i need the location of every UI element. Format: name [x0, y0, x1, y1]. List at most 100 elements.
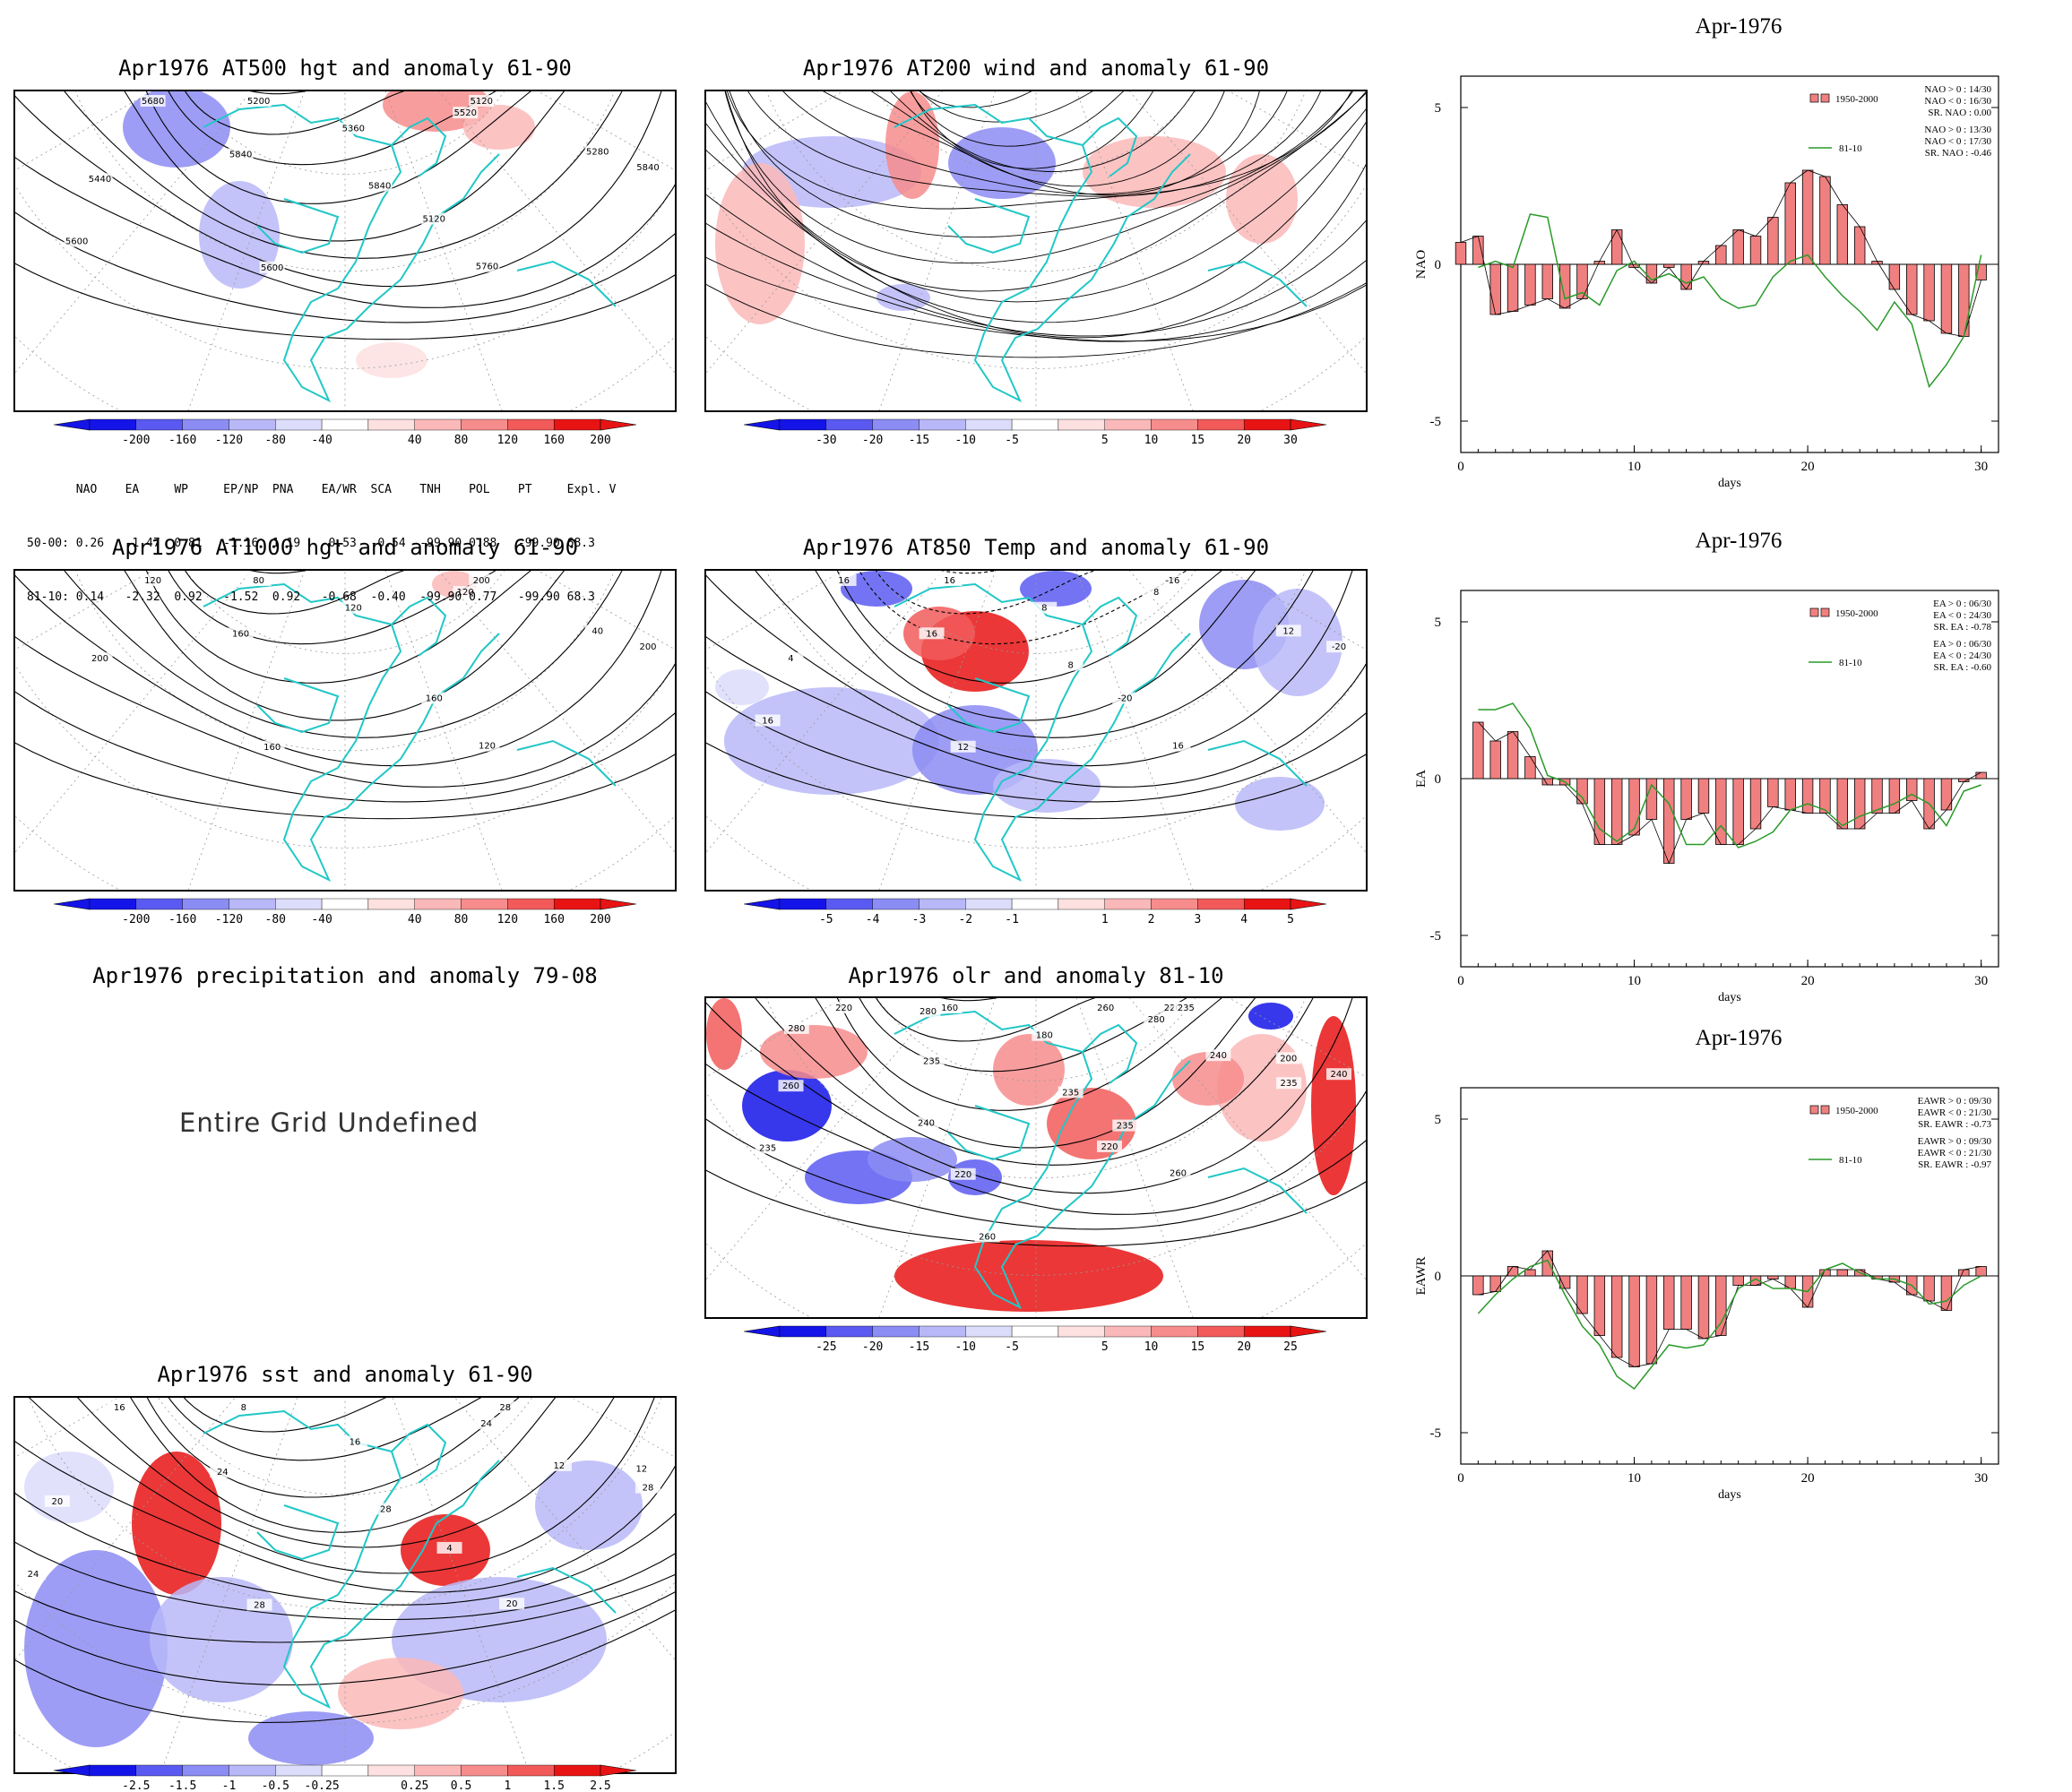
contour-label: 5760 — [476, 263, 498, 272]
contour-line — [15, 691, 675, 803]
colorbar-right-arrow — [1290, 1325, 1326, 1338]
contour-line — [706, 691, 1366, 803]
colorbar-left-arrow — [744, 418, 781, 431]
longitude-line — [187, 571, 306, 890]
bar — [1975, 1266, 1987, 1277]
colorbar-swatch — [321, 1764, 369, 1777]
contour-label: 235 — [759, 1143, 776, 1153]
contour-line — [183, 1398, 387, 1433]
x-tick-label: 0 — [1457, 1471, 1464, 1486]
contour-label-bg — [1058, 1086, 1083, 1098]
contour-label-bg — [1058, 659, 1083, 671]
contour-label: 28 — [254, 1601, 265, 1611]
contour-line — [124, 571, 565, 721]
contour-label-bg — [1144, 1013, 1170, 1026]
map-title-wind200: Apr1976 AT200 wind and anomaly 61-90 — [802, 56, 1270, 81]
contour-label-bg — [831, 574, 857, 586]
legend-bar-stat: SR. EA : -0.78 — [1934, 622, 1992, 633]
contour-label-bg — [492, 1401, 518, 1413]
contour-label-bg — [499, 1598, 525, 1610]
colorbar-swatch — [553, 418, 601, 431]
colorbar-swatch — [965, 418, 1013, 431]
contour-line — [755, 571, 1314, 738]
colorbar-tick-label: -80 — [265, 434, 286, 446]
contour-label: 4 — [788, 654, 793, 664]
colorbar-hgt500: -200 -160 -120 -80 -40 40 80 120 160 200 — [54, 418, 636, 446]
anomaly-shading — [1172, 1052, 1244, 1106]
colorbar-swatch — [367, 418, 415, 431]
colorbar-swatch — [1243, 418, 1291, 431]
contour-label: 200 — [639, 642, 656, 652]
colorbar-tick-label: -15 — [909, 434, 929, 446]
contour-line — [15, 1493, 675, 1606]
contour-label-bg — [919, 1055, 945, 1067]
bar — [1489, 1275, 1501, 1292]
contour-label-bg — [474, 739, 500, 752]
contour-label-bg — [1112, 692, 1138, 704]
contour-label-bg — [140, 95, 166, 107]
contour-label: 16 — [762, 716, 773, 726]
y-tick-label: 5 — [1435, 616, 1442, 630]
anomaly-shading — [706, 998, 742, 1070]
bar — [1836, 778, 1849, 830]
contour-line — [859, 998, 1187, 1073]
longitude-line — [15, 91, 252, 374]
colorbar-swatch — [779, 898, 827, 910]
longitude-line — [384, 571, 503, 890]
anomaly-shading — [715, 669, 769, 705]
ts-title-ea: Apr-1976 — [1695, 529, 1783, 553]
contour-label-bg — [635, 161, 660, 174]
anomaly-shading — [199, 181, 280, 289]
legend-bar-swatch — [1809, 607, 1819, 617]
contour-label-bg — [546, 1459, 572, 1471]
contour-label-bg — [1276, 1077, 1302, 1090]
contour-label: 160 — [232, 629, 249, 639]
contour-label: 8 — [1067, 660, 1073, 670]
contour-label: 235 — [923, 1056, 940, 1066]
x-tick-label: 20 — [1801, 460, 1815, 474]
contour-label: 260 — [979, 1232, 996, 1242]
contour-label: 280 — [919, 1007, 937, 1017]
contour-line — [15, 1591, 675, 1686]
anomaly-shading — [1248, 1003, 1293, 1030]
streamline — [727, 91, 1352, 210]
longitude-line — [1129, 571, 1366, 853]
contour-label-bg — [87, 652, 113, 665]
legend-bar-label: 1950-2000 — [1835, 1106, 1878, 1116]
longitude-line — [438, 91, 675, 374]
colorbar-swatch — [872, 898, 919, 910]
contour-line — [64, 91, 623, 259]
colorbar-tick-label: 40 — [408, 434, 422, 446]
bar — [1801, 169, 1814, 265]
contour-line — [706, 636, 1366, 788]
contour-line — [168, 91, 496, 166]
contour-label: 16 — [114, 1403, 125, 1413]
colorbar-swatch — [965, 1325, 1013, 1338]
bar — [1524, 263, 1536, 306]
contour-label: 180 — [1036, 1031, 1053, 1041]
contour-label-bg — [778, 1080, 804, 1092]
colorbar-swatch — [1011, 898, 1059, 910]
x-tick-label: 10 — [1627, 460, 1641, 474]
colorbar-tick-label: 15 — [1191, 1340, 1205, 1353]
bar — [1628, 1275, 1640, 1367]
colorbar-left-arrow — [54, 898, 91, 910]
contour-label: 280 — [1148, 1015, 1165, 1025]
colorbar-swatch — [461, 898, 508, 910]
contour-label-bg — [44, 1495, 70, 1507]
contour-line — [706, 998, 1353, 1194]
bar — [1697, 1275, 1710, 1340]
series-line-81-10 — [1477, 1259, 1981, 1391]
contour-label-bg — [21, 1568, 46, 1581]
contour-line — [15, 1541, 675, 1621]
bar — [1593, 778, 1606, 845]
x-tick-label: 30 — [1974, 1471, 1988, 1486]
colorbar-wind200: -30 -20 -15 -10 -5 5 10 15 20 30 — [744, 418, 1326, 446]
contour-line — [706, 1169, 1366, 1247]
contour-label-bg — [436, 1541, 462, 1554]
y-tick-label: 5 — [1435, 1113, 1442, 1127]
contour-label: 16 — [944, 576, 955, 586]
contour-label: 220 — [835, 1004, 852, 1013]
